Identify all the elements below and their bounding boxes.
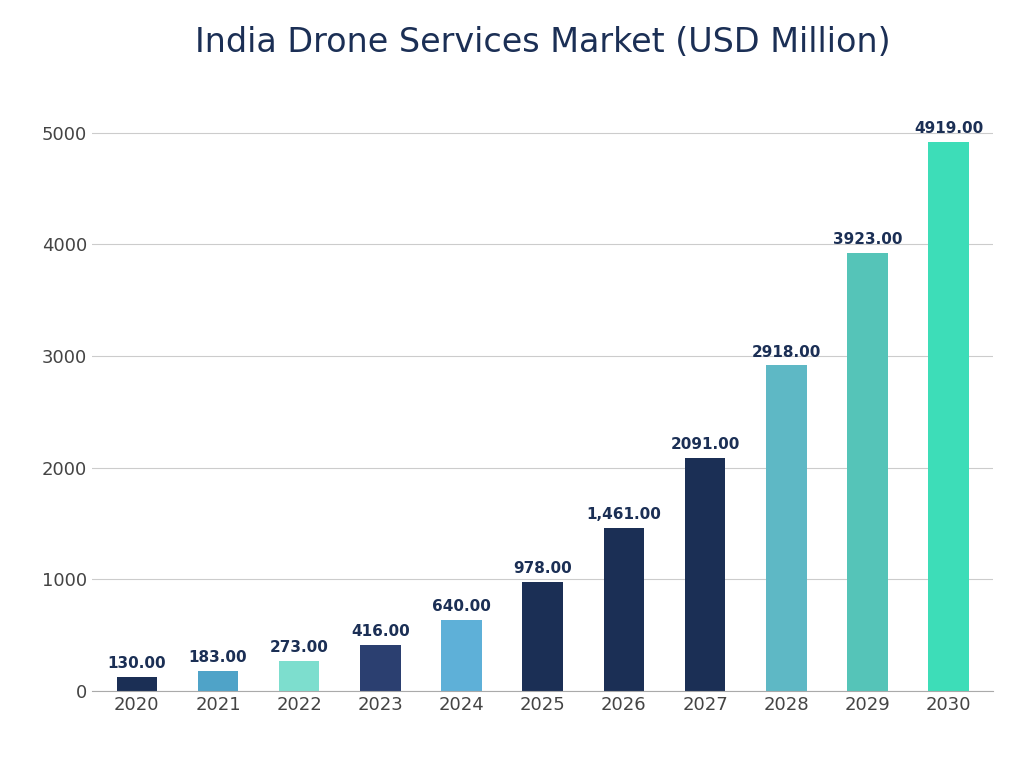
Bar bbox=[279, 660, 319, 691]
Text: 416.00: 416.00 bbox=[351, 624, 410, 639]
Text: 2091.00: 2091.00 bbox=[671, 437, 739, 452]
Bar bbox=[441, 620, 482, 691]
Bar bbox=[929, 142, 969, 691]
Text: 183.00: 183.00 bbox=[188, 650, 248, 665]
Bar bbox=[603, 528, 644, 691]
Bar bbox=[198, 670, 239, 691]
Bar bbox=[117, 677, 157, 691]
Bar bbox=[522, 582, 563, 691]
Text: 2918.00: 2918.00 bbox=[752, 345, 821, 359]
Text: 1,461.00: 1,461.00 bbox=[587, 508, 662, 522]
Text: 640.00: 640.00 bbox=[432, 599, 490, 614]
Bar bbox=[360, 644, 400, 691]
Title: India Drone Services Market (USD Million): India Drone Services Market (USD Million… bbox=[195, 26, 891, 59]
Text: 3923.00: 3923.00 bbox=[833, 233, 902, 247]
Bar bbox=[685, 458, 725, 691]
Text: 130.00: 130.00 bbox=[108, 656, 166, 671]
Text: 4919.00: 4919.00 bbox=[914, 121, 983, 136]
Text: 273.00: 273.00 bbox=[269, 640, 329, 655]
Bar bbox=[766, 366, 807, 691]
Bar bbox=[847, 253, 888, 691]
Text: 978.00: 978.00 bbox=[513, 561, 572, 576]
